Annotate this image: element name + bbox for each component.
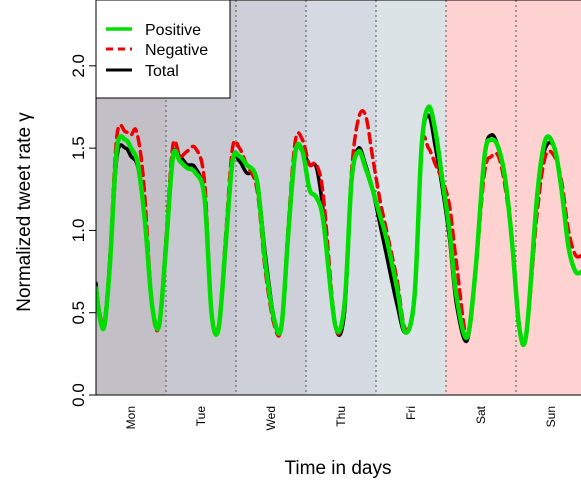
x-tick-label-mon: Mon xyxy=(124,406,138,429)
day-band-wed xyxy=(236,0,306,395)
y-axis-title: Normalized tweet rate γ xyxy=(14,112,35,312)
legend-label-total: Total xyxy=(145,63,179,80)
legend: Positive Negative Total xyxy=(95,0,231,99)
legend-label-negative: Negative xyxy=(145,42,208,59)
y-ticks: 0.0 0.5 1.0 1.5 2.0 xyxy=(69,54,96,407)
day-band-fri xyxy=(376,0,446,395)
y-tick-label: 1.5 xyxy=(69,136,88,160)
series-line-positive xyxy=(96,104,581,348)
x-tick-label-fri: Fri xyxy=(404,406,418,420)
legend-label-positive: Positive xyxy=(145,22,201,39)
x-axis-title: Time in days xyxy=(285,458,392,479)
x-tick-labels: Mon Tue Wed Thu Fri Sat Sun xyxy=(124,405,558,430)
x-tick-label-thu: Thu xyxy=(334,406,348,427)
y-tick-label: 0.0 xyxy=(69,383,88,407)
y-tick-label: 2.0 xyxy=(69,54,88,78)
x-tick-label-sat: Sat xyxy=(474,405,488,424)
x-tick-label-sun: Sun xyxy=(544,406,558,427)
series-lines xyxy=(96,104,581,348)
y-tick-label: 0.5 xyxy=(69,301,88,325)
y-tick-label: 1.0 xyxy=(69,219,88,243)
x-tick-label-wed: Wed xyxy=(264,406,278,430)
x-tick-label-tue: Tue xyxy=(194,406,208,427)
